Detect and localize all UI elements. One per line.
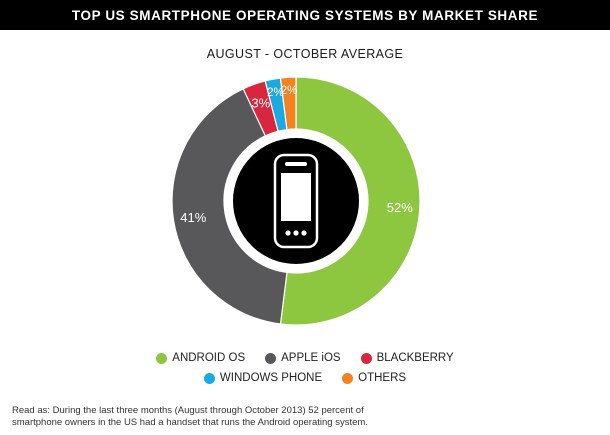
legend-item-ios: APPLE iOS: [265, 352, 341, 364]
slice-android: [279, 76, 421, 326]
slice-others: [279, 76, 297, 131]
legend-item-windows: WINDOWS PHONE: [203, 372, 323, 384]
legend-swatch-android: [156, 352, 168, 364]
legend-label-others: OTHERS: [358, 372, 407, 384]
legend-item-others: OTHERS: [342, 372, 406, 384]
slice-label-others: 2%: [281, 85, 298, 97]
legend-row-2: WINDOWS PHONE OTHERS: [0, 372, 610, 384]
chart-subtitle: AUGUST - OCTOBER AVERAGE: [206, 47, 404, 61]
slice-label-android: 52%: [387, 200, 413, 215]
legend-swatch-blackberry: [360, 352, 372, 364]
legend-swatch-others: [342, 372, 354, 384]
chart-title: TOP US SMARTPHONE OPERATING SYSTEMS BY M…: [0, 0, 610, 30]
legend-item-blackberry: BLACKBERRY: [360, 352, 454, 364]
footnote: Read as: During the last three months (A…: [12, 405, 432, 429]
legend-item-android: ANDROID OS: [156, 352, 245, 364]
legend-label-ios: APPLE iOS: [281, 352, 341, 364]
footnote-line-1: Read as: During the last three months (A…: [12, 405, 364, 416]
slice-apple: [171, 88, 288, 325]
slice-label-blackberry: 3%: [251, 96, 270, 111]
legend-row-1: ANDROID OS APPLE iOS BLACKBERRY: [0, 352, 610, 364]
legend-label-android: ANDROID OS: [172, 352, 246, 364]
legend-swatch-ios: [265, 352, 277, 364]
legend-label-blackberry: BLACKBERRY: [376, 352, 454, 364]
slice-label-apple: 41%: [180, 210, 206, 225]
smartphone-icon: [273, 153, 319, 249]
legend-swatch-windows: [203, 372, 215, 384]
donut-chart: 52%41%3%2%2%: [171, 76, 421, 326]
slice-label-windows: 2%: [267, 87, 284, 99]
legend-label-windows: WINDOWS PHONE: [219, 372, 323, 384]
footnote-line-2: smartphone owners in the US had a handse…: [12, 417, 368, 428]
